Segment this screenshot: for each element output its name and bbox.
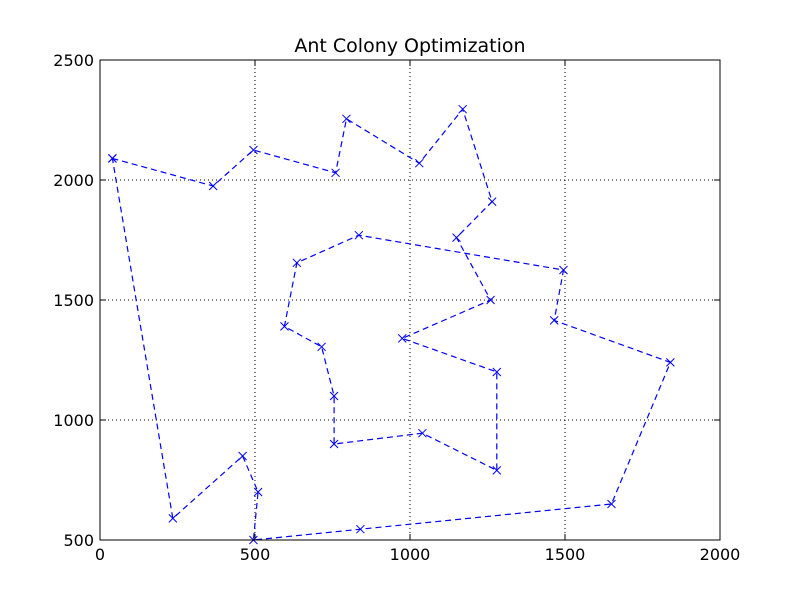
series-line-layer — [111, 107, 672, 541]
x-tick-label: 1000 — [390, 545, 431, 564]
city-marker — [108, 154, 117, 163]
route-line — [111, 107, 672, 541]
city-marker — [492, 466, 502, 475]
y-tick-label: 2000 — [53, 171, 94, 190]
y-tick-label: 2500 — [53, 51, 94, 70]
city-marker — [452, 233, 461, 242]
y-tick-label: 1000 — [53, 411, 94, 430]
city-marker — [549, 316, 559, 325]
grid — [99, 59, 721, 541]
city-marker — [329, 439, 339, 449]
city-marker — [486, 295, 495, 305]
city-marker — [487, 197, 497, 206]
x-tick-label: 1500 — [545, 545, 586, 564]
y-tick-label: 1500 — [53, 291, 94, 310]
x-tick-label: 500 — [240, 545, 271, 564]
city-marker — [492, 367, 502, 377]
city-marker — [253, 487, 263, 497]
city-marker — [414, 158, 424, 168]
city-marker — [607, 499, 616, 509]
city-marker — [280, 322, 289, 331]
city-marker — [342, 114, 351, 124]
city-marker — [329, 391, 339, 401]
city-marker — [208, 181, 218, 191]
x-tick-label: 2000 — [700, 545, 741, 564]
city-marker — [249, 145, 258, 155]
x-tick-label: 0 — [95, 545, 105, 564]
city-marker — [354, 230, 364, 240]
city-marker — [238, 451, 247, 461]
city-marker — [559, 265, 568, 275]
chart-title: Ant Colony Optimization — [294, 35, 525, 57]
series-markers — [108, 104, 675, 545]
city-marker — [317, 342, 327, 352]
city-marker — [397, 334, 407, 343]
city-marker — [168, 514, 178, 523]
city-marker — [292, 258, 302, 268]
city-marker — [331, 168, 340, 178]
city-marker — [666, 358, 675, 367]
city-marker — [418, 428, 427, 438]
city-marker — [458, 104, 468, 114]
y-tick-label: 500 — [63, 531, 94, 550]
city-marker — [356, 524, 365, 534]
